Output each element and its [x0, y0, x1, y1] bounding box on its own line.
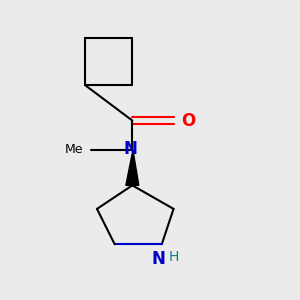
Polygon shape: [126, 150, 139, 185]
Text: N: N: [152, 250, 166, 268]
Text: O: O: [181, 112, 195, 130]
Text: N: N: [124, 140, 138, 158]
Text: H: H: [168, 250, 179, 264]
Text: Me: Me: [65, 143, 84, 157]
